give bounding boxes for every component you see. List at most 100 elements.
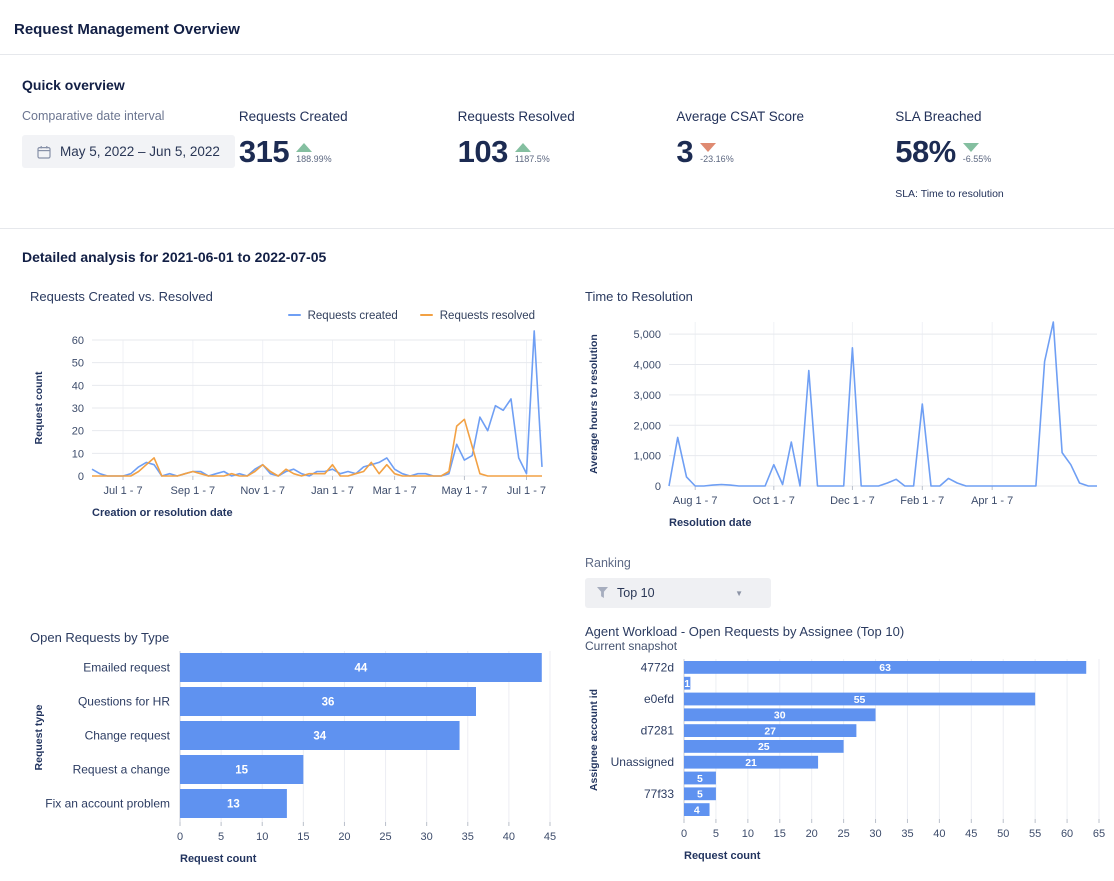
trend-up-icon [514, 143, 531, 152]
svg-text:Questions for HR: Questions for HR [78, 695, 170, 709]
legend-label: Requests resolved [439, 310, 535, 322]
kpi-value: 103 [457, 134, 509, 169]
kpi-label: Requests Created [238, 109, 348, 124]
requests-created-vs-resolved-card: Requests Created vs. Resolved Requests c… [14, 277, 546, 536]
chevron-down-icon: ▼ [735, 588, 743, 598]
svg-text:Request type: Request type [33, 704, 45, 770]
svg-text:Nov 1 - 7: Nov 1 - 7 [240, 485, 285, 497]
kpi-requests-created: Requests Created 315 188.99% [239, 109, 458, 200]
kpi-delta: 188.99% [296, 143, 332, 164]
svg-text:21: 21 [745, 757, 757, 769]
svg-text:Request count: Request count [180, 853, 257, 865]
svg-text:5: 5 [697, 773, 703, 785]
kpi-sla-breached: SLA Breached 58% -6.55% SLA: Time to res… [895, 109, 1114, 200]
charts-grid: Requests Created vs. Resolved Requests c… [14, 277, 1105, 871]
filter-icon [597, 587, 608, 599]
svg-text:25: 25 [758, 741, 770, 753]
svg-text:0: 0 [177, 831, 183, 843]
svg-text:15: 15 [297, 831, 309, 843]
svg-text:d7281: d7281 [641, 724, 675, 738]
ranking-dropdown[interactable]: Top 10 ▼ [585, 578, 771, 608]
chart-title: Time to Resolution [585, 289, 693, 304]
kpi-average-csat: Average CSAT Score 3 -23.16% [676, 109, 895, 200]
svg-text:45: 45 [965, 828, 977, 840]
svg-text:60: 60 [72, 335, 84, 347]
detailed-analysis-section: Detailed analysis for 2021-06-01 to 2022… [0, 249, 1114, 871]
quick-overview-heading: Quick overview [22, 77, 125, 93]
svg-text:36: 36 [322, 697, 335, 709]
svg-text:5: 5 [218, 831, 224, 843]
requests-created-vs-resolved-chart: 0 10 20 30 40 50 60 Jul 1 - 7 Sep 1 - 7 Nov 1 - 7… [33, 330, 546, 519]
legend-swatch-orange [419, 314, 433, 316]
kpi-label: Requests Resolved [457, 109, 575, 124]
kpi-delta-pct: -23.16% [700, 154, 734, 164]
time-to-resolution-card: Time to Resolution 0 1,000 2,000 3,000 4,000… [569, 277, 1100, 536]
svg-text:Change request: Change request [85, 729, 171, 743]
svg-text:5: 5 [713, 828, 719, 840]
kpi-value: 315 [238, 134, 290, 169]
svg-text:63: 63 [879, 662, 891, 674]
ranking-value: Top 10 [617, 586, 655, 600]
svg-text:4,000: 4,000 [633, 360, 661, 372]
chart-legend: Requests created Requests resolved [30, 306, 535, 326]
svg-text:55: 55 [1029, 828, 1041, 840]
kpi-label: SLA Breached [895, 109, 982, 124]
detailed-analysis-heading: Detailed analysis for 2021-06-01 to 2022… [22, 249, 327, 265]
kpi-label: Average CSAT Score [676, 109, 804, 124]
quick-overview-section: Quick overview Comparative date interval… [0, 77, 1114, 228]
legend-item-resolved: Requests resolved [419, 310, 535, 322]
agent-workload-chart: 0 5 10 15 20 25 30 35 40 45 50 55 60 65634772d155e0ef… [588, 659, 1105, 862]
svg-text:40: 40 [72, 380, 84, 392]
svg-text:10: 10 [742, 828, 754, 840]
svg-text:0: 0 [681, 828, 687, 840]
svg-text:35: 35 [462, 831, 474, 843]
svg-text:3,000: 3,000 [633, 390, 661, 402]
svg-text:Mar 1 - 7: Mar 1 - 7 [373, 485, 417, 497]
sla-footnote: SLA: Time to resolution [895, 188, 1004, 200]
svg-text:4: 4 [694, 804, 700, 816]
date-range-picker[interactable]: May 5, 2022 – Jun 5, 2022 [22, 135, 235, 168]
svg-text:Aug 1 - 7: Aug 1 - 7 [673, 495, 718, 507]
svg-text:Dec 1 - 7: Dec 1 - 7 [830, 495, 875, 507]
calendar-icon [37, 145, 51, 159]
svg-text:27: 27 [764, 725, 776, 737]
svg-text:25: 25 [837, 828, 849, 840]
chart-subtitle: Current snapshot [585, 639, 678, 653]
date-interval-block: Comparative date interval May 5, 2022 – … [22, 109, 239, 200]
svg-text:Emailed request: Emailed request [83, 661, 170, 675]
open-requests-by-type-chart: 0 5 10 15 20 25 30 35 40 45 44 Emailed request 36 Que… [33, 651, 556, 865]
svg-text:60: 60 [1061, 828, 1073, 840]
svg-text:4772d: 4772d [641, 660, 674, 674]
svg-text:Sep 1 - 7: Sep 1 - 7 [171, 485, 216, 497]
svg-text:20: 20 [338, 831, 350, 843]
svg-text:15: 15 [774, 828, 786, 840]
trend-up-icon [296, 143, 313, 152]
svg-text:77f33: 77f33 [644, 787, 674, 801]
svg-text:30: 30 [774, 710, 786, 722]
svg-text:50: 50 [72, 358, 84, 370]
svg-text:50: 50 [997, 828, 1009, 840]
svg-text:20: 20 [72, 426, 84, 438]
page-title: Request Management Overview [14, 21, 240, 38]
svg-text:44: 44 [354, 663, 367, 675]
ranking-label: Ranking [585, 556, 631, 570]
svg-text:May 1 - 7: May 1 - 7 [441, 485, 487, 497]
svg-text:5,000: 5,000 [633, 329, 661, 341]
kpi-row: Comparative date interval May 5, 2022 – … [22, 109, 1114, 228]
svg-text:e0efd: e0efd [644, 692, 674, 706]
svg-text:45: 45 [544, 831, 556, 843]
svg-text:20: 20 [806, 828, 818, 840]
svg-text:10: 10 [256, 831, 268, 843]
svg-text:13: 13 [227, 799, 240, 811]
date-range-value: May 5, 2022 – Jun 5, 2022 [60, 144, 220, 159]
open-requests-by-type-card: Open Requests by Type 0 5 10 15 20 25 30 35 40 45… [14, 546, 556, 871]
date-interval-label: Comparative date interval [22, 109, 165, 123]
svg-text:65: 65 [1093, 828, 1105, 840]
kpi-delta: 1187.5% [514, 143, 550, 164]
svg-text:25: 25 [379, 831, 391, 843]
svg-text:30: 30 [72, 403, 84, 415]
legend-swatch-blue [287, 314, 301, 316]
svg-text:Resolution date: Resolution date [669, 517, 752, 529]
svg-text:5: 5 [697, 789, 703, 801]
